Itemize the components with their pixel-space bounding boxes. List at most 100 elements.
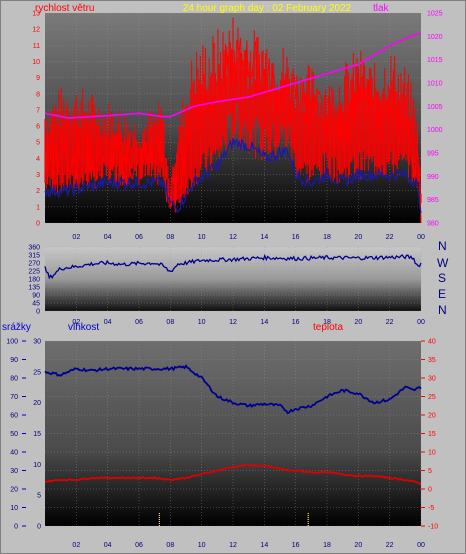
direction-y-tick-3: 135 bbox=[28, 285, 40, 292]
wind-chart-x-tick-3: 08 bbox=[166, 234, 174, 241]
precip-y-tick-6: 60 bbox=[10, 413, 18, 420]
wind-y-tick-11: 11 bbox=[33, 43, 40, 50]
direction-chart-x-tick-5: 12 bbox=[229, 319, 237, 326]
precip-y-tick-2: 20 bbox=[10, 487, 18, 494]
direction-y-tick-4: 180 bbox=[28, 277, 40, 284]
wind-chart-x-tick-10: 22 bbox=[386, 234, 394, 241]
temperature-y-tick-9: 35 bbox=[428, 357, 436, 364]
wind-y-tick-10: 10 bbox=[32, 59, 40, 66]
direction-y-tick-7: 315 bbox=[28, 253, 40, 260]
wind-direction-line bbox=[44, 253, 422, 280]
compass-s: S bbox=[438, 271, 446, 285]
pressure-axis-label: tlak bbox=[373, 3, 390, 14]
precip-y-tick-8: 80 bbox=[10, 376, 18, 383]
compass-w: W bbox=[437, 256, 449, 270]
pressure-y-tick-5: 1005 bbox=[427, 104, 443, 111]
precip-y-tick-3: 30 bbox=[10, 468, 18, 475]
pressure-y-tick-8: 1020 bbox=[427, 34, 443, 41]
temperature-y-tick-8: 30 bbox=[428, 376, 436, 383]
direction-y-tick-1: 45 bbox=[32, 301, 40, 308]
wind-y-tick-2: 2 bbox=[36, 188, 40, 195]
precip-y-tick-10: 100 bbox=[6, 339, 18, 346]
pressure-y-tick-7: 1015 bbox=[427, 57, 443, 64]
humidity-chart-x-tick-9: 20 bbox=[354, 542, 362, 549]
direction-chart-x-tick-1: 04 bbox=[104, 319, 112, 326]
humidity-y-tick-0: 0 bbox=[37, 524, 41, 531]
pressure-y-tick-1: 985 bbox=[427, 197, 439, 204]
wind-y-tick-6: 6 bbox=[36, 124, 40, 131]
wind-chart-x-tick-2: 06 bbox=[135, 234, 143, 241]
direction-chart-x-tick-6: 14 bbox=[260, 319, 268, 326]
wind-y-tick-0: 0 bbox=[36, 221, 40, 228]
direction-y-tick-8: 360 bbox=[28, 245, 40, 252]
direction-chart-x-tick-2: 06 bbox=[135, 319, 143, 326]
wind-chart-x-tick-4: 10 bbox=[198, 234, 206, 241]
tick-labels: 0123456789101112139809859909951000100510… bbox=[6, 11, 442, 550]
humidity-chart-x-tick-7: 16 bbox=[292, 542, 300, 549]
direction-y-tick-5: 225 bbox=[28, 269, 40, 276]
humidity-chart-x-tick-0: 02 bbox=[72, 542, 80, 549]
humidity-chart-x-tick-6: 14 bbox=[260, 542, 268, 549]
series-layer bbox=[44, 17, 422, 526]
temperature-y-tick-2: 0 bbox=[428, 487, 432, 494]
wind-y-tick-13: 13 bbox=[32, 11, 40, 18]
humidity-chart-x-tick-8: 18 bbox=[323, 542, 331, 549]
direction-chart-x-tick-3: 08 bbox=[166, 319, 174, 326]
temperature-y-tick-1: -5 bbox=[428, 505, 434, 512]
temperature-y-tick-0: -10 bbox=[428, 524, 438, 531]
direction-chart-x-tick-4: 10 bbox=[198, 319, 206, 326]
pressure-y-tick-4: 1000 bbox=[427, 127, 443, 134]
humidity-chart-x-tick-10: 22 bbox=[386, 542, 394, 549]
pressure-y-tick-6: 1010 bbox=[427, 81, 443, 88]
temperature-y-tick-4: 10 bbox=[428, 450, 436, 457]
precip-y-tick-4: 40 bbox=[10, 450, 18, 457]
wind-chart-x-tick-7: 16 bbox=[292, 234, 300, 241]
compass-e: E bbox=[438, 287, 446, 301]
temperature-y-tick-10: 40 bbox=[428, 339, 436, 346]
temperature-line bbox=[44, 463, 422, 485]
wind-chart-x-tick-6: 14 bbox=[260, 234, 268, 241]
humidity-y-tick-6: 30 bbox=[33, 339, 41, 346]
wind-y-tick-7: 7 bbox=[36, 107, 40, 114]
direction-chart-x-tick-7: 16 bbox=[292, 319, 300, 326]
wind-chart-x-tick-8: 18 bbox=[323, 234, 331, 241]
pressure-line bbox=[44, 33, 421, 119]
compass-n-top: N bbox=[438, 239, 447, 253]
wind-y-tick-1: 1 bbox=[36, 204, 40, 211]
wind-speed-line bbox=[44, 37, 422, 224]
humidity-y-tick-4: 20 bbox=[33, 400, 41, 407]
temperature-y-tick-6: 20 bbox=[428, 413, 436, 420]
direction-chart-x-tick-10: 22 bbox=[386, 319, 394, 326]
wind-chart-x-tick-0: 02 bbox=[72, 234, 80, 241]
humidity-chart-x-tick-3: 08 bbox=[166, 542, 174, 549]
precip-axis-label: srážky bbox=[2, 322, 31, 333]
wind-chart-x-tick-9: 20 bbox=[354, 234, 362, 241]
direction-y-tick-2: 90 bbox=[32, 293, 40, 300]
humidity-chart-x-tick-4: 10 bbox=[198, 542, 206, 549]
humidity-axis-label: vlhkost bbox=[68, 322, 99, 333]
wind-average-line bbox=[44, 138, 422, 214]
wind-chart-x-tick-11: 00 bbox=[417, 234, 425, 241]
temperature-y-tick-5: 15 bbox=[428, 431, 436, 438]
pressure-y-tick-2: 990 bbox=[427, 174, 439, 181]
humidity-chart-x-tick-11: 00 bbox=[417, 542, 425, 549]
precip-y-tick-0: 0 bbox=[14, 524, 18, 531]
temperature-y-tick-7: 25 bbox=[428, 394, 436, 401]
precip-y-tick-7: 70 bbox=[10, 394, 18, 401]
humidity-chart-x-tick-2: 06 bbox=[135, 542, 143, 549]
wind-y-tick-8: 8 bbox=[36, 91, 40, 98]
wind-y-tick-12: 12 bbox=[32, 27, 40, 34]
pressure-y-tick-0: 980 bbox=[427, 221, 439, 228]
wind-chart-x-tick-5: 12 bbox=[229, 234, 237, 241]
humidity-y-tick-3: 15 bbox=[33, 431, 41, 438]
precip-y-tick-1: 10 bbox=[10, 505, 18, 512]
humidity-chart-x-tick-5: 12 bbox=[229, 542, 237, 549]
pressure-y-tick-9: 1025 bbox=[427, 11, 443, 18]
chart-title: 24 hour graph day : 02 February 2022 bbox=[183, 3, 352, 14]
precip-y-tick-5: 50 bbox=[10, 431, 18, 438]
humidity-y-tick-5: 25 bbox=[33, 369, 41, 376]
humidity-line bbox=[44, 364, 422, 415]
direction-chart-x-tick-9: 20 bbox=[354, 319, 362, 326]
direction-y-tick-6: 270 bbox=[28, 261, 40, 268]
